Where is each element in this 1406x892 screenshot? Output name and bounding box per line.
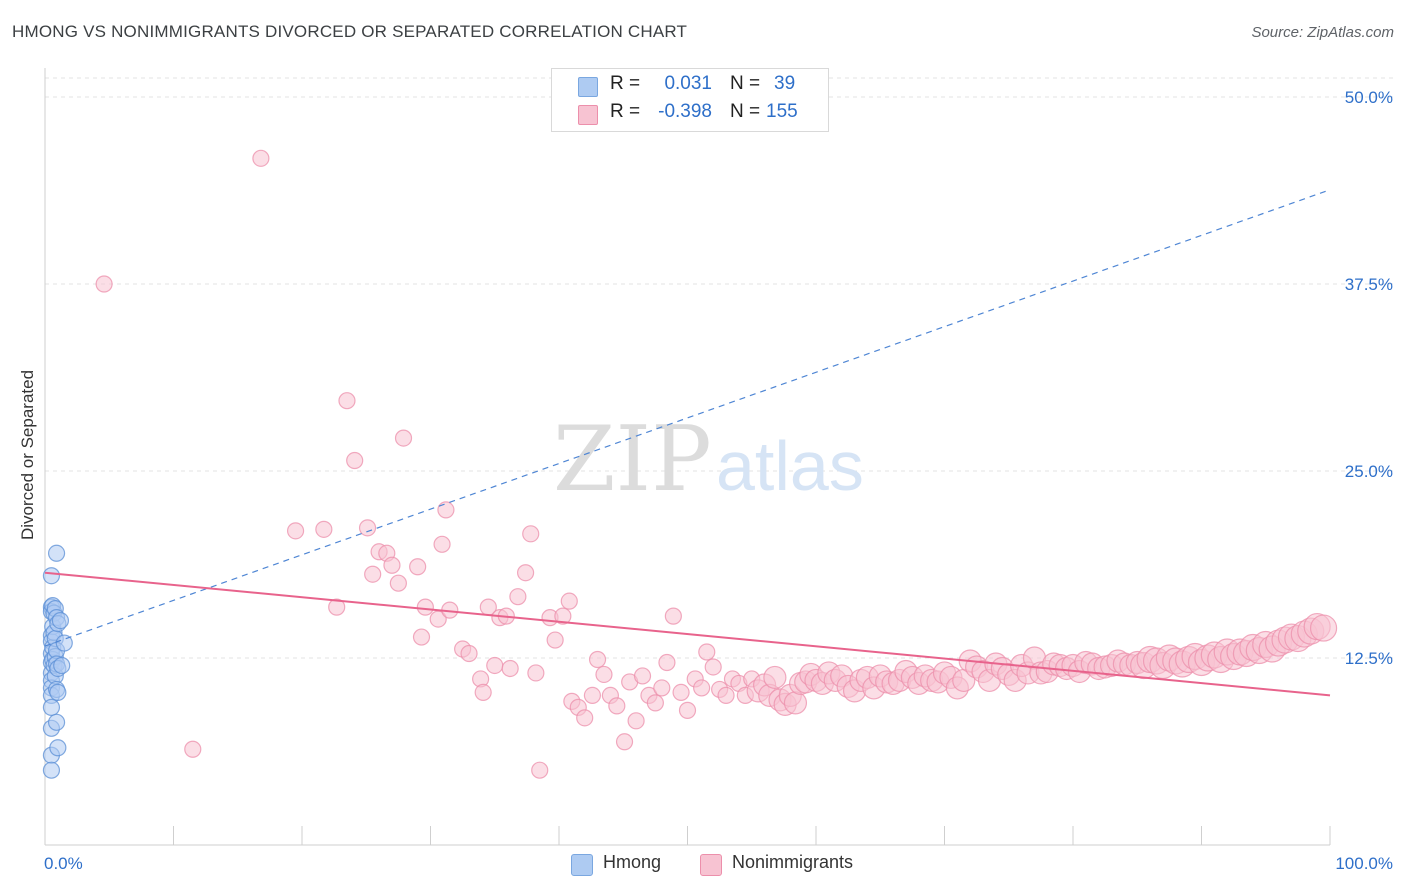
hmong-point — [55, 634, 73, 652]
nonimmigrants-point — [364, 565, 382, 583]
hmong-point — [51, 611, 70, 630]
nonimmigrants-point — [509, 588, 527, 606]
nonimmigrants-point — [358, 519, 377, 537]
nonimmigrants-point — [653, 679, 671, 697]
nonimmigrants-point — [615, 733, 634, 751]
nonimmigrants-point — [486, 656, 504, 675]
nonimmigrants-point — [474, 683, 492, 702]
nonimmigrants-point — [588, 650, 607, 669]
nonimmigrants-swatch — [700, 854, 722, 876]
legend-r-value: -0.398 — [658, 101, 712, 122]
nonimmigrants-point — [595, 665, 613, 684]
nonimmigrants-point — [1309, 614, 1338, 642]
nonimmigrants-point — [608, 697, 626, 715]
hmong-point — [47, 544, 66, 562]
bottom-legend-label: Nonimmigrants — [732, 852, 854, 872]
nonimmigrants-point — [338, 392, 356, 410]
hmong-point — [42, 567, 61, 585]
hmong-swatch — [571, 854, 593, 876]
y-axis-label: Divorced or Separated — [18, 369, 37, 541]
nonimmigrants-point — [527, 664, 545, 682]
nonimmigrants-point — [437, 501, 455, 519]
correlation-legend: R = 0.031 N = 39 R = -0.398 N = 155 — [551, 68, 829, 132]
legend-n-value: 155 — [766, 101, 798, 122]
nonimmigrants-point — [554, 607, 572, 625]
nonimmigrants-point — [315, 520, 333, 538]
nonimmigrants-point — [583, 686, 602, 705]
nonimmigrants-trend-line — [44, 571, 1331, 697]
nonimmigrants-point — [416, 598, 434, 616]
nonimmigrants-point — [95, 275, 113, 293]
legend-n-value: 39 — [774, 73, 796, 94]
nonimmigrants-point — [184, 740, 202, 758]
hmong-point — [42, 698, 61, 716]
x-tick-label: 0.0% — [44, 854, 83, 873]
nonimmigrants-point — [501, 659, 519, 678]
bottom-legend-label: Hmong — [603, 852, 662, 872]
legend-n-label: N = — [730, 73, 761, 94]
y-tick-label: 37.5% — [1345, 275, 1393, 294]
nonimmigrants-point — [346, 451, 364, 470]
nonimmigrants-point — [531, 761, 549, 779]
watermark-atlas: atlas — [716, 427, 864, 505]
y-tick-label: 12.5% — [1345, 649, 1393, 668]
nonimmigrants-point — [460, 644, 478, 663]
hmong-trend-line — [44, 189, 1331, 647]
nonimmigrants-point — [664, 607, 682, 625]
hmong-point — [49, 683, 67, 702]
nonimmigrants-point — [678, 701, 697, 719]
nonimmigrants-point — [763, 665, 787, 690]
nonimmigrants-point — [560, 592, 578, 610]
legend-r-label: R = — [610, 73, 641, 94]
nonimmigrants-point — [546, 631, 564, 649]
nonimmigrants-point — [409, 558, 427, 576]
nonimmigrants-point — [658, 653, 676, 672]
nonimmigrants-swatch — [578, 105, 598, 125]
legend-r-label: R = — [610, 101, 641, 122]
nonimmigrants-point — [433, 535, 451, 553]
legend-n-label: N = — [730, 101, 761, 122]
hmong-point — [42, 761, 61, 779]
y-tick-label: 25.0% — [1345, 462, 1393, 481]
nonimmigrants-point — [412, 628, 431, 646]
nonimmigrants-point — [389, 574, 407, 592]
nonimmigrants-point — [704, 658, 722, 676]
watermark-zip: ZIP — [553, 407, 712, 512]
nonimmigrants-point — [717, 686, 735, 705]
nonimmigrants-point — [328, 598, 346, 616]
x-tick-label: 100.0% — [1335, 854, 1393, 873]
source-label: Source: ZipAtlas.com — [1251, 24, 1394, 41]
y-tick-label: 50.0% — [1345, 88, 1393, 107]
chart-title: HMONG VS NONIMMIGRANTS DIVORCED OR SEPAR… — [12, 22, 688, 41]
nonimmigrants-point — [522, 525, 540, 543]
nonimmigrants-point — [783, 691, 808, 715]
nonimmigrants-point — [516, 564, 535, 582]
nonimmigrants-point — [576, 709, 594, 727]
nonimmigrants-point — [394, 429, 413, 447]
hmong-point — [49, 739, 67, 757]
legend-row-hmong: R = 0.031 N = 39 — [552, 73, 828, 99]
legend-r-value: 0.031 — [664, 73, 712, 94]
nonimmigrants-point — [252, 149, 270, 167]
nonimmigrants-point — [633, 667, 652, 685]
nonimmigrants-point — [646, 694, 664, 712]
nonimmigrants-point — [693, 679, 711, 697]
nonimmigrants-point — [698, 643, 716, 661]
nonimmigrants-point — [627, 712, 645, 730]
legend-row-nonimmigrants: R = -0.398 N = 155 — [552, 101, 828, 127]
hmong-point — [47, 713, 66, 731]
hmong-point — [53, 656, 71, 675]
nonimmigrants-point — [286, 522, 305, 540]
nonimmigrants-point — [672, 683, 690, 702]
hmong-swatch — [578, 77, 598, 97]
nonimmigrants-point — [383, 556, 401, 574]
